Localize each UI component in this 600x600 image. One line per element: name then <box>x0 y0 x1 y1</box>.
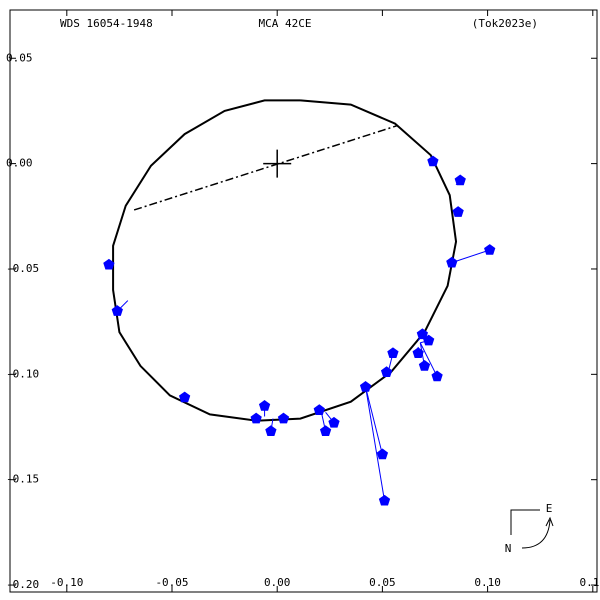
observation <box>378 494 391 506</box>
frame <box>9 9 598 593</box>
observation <box>328 416 340 428</box>
observation <box>387 347 399 359</box>
observation <box>446 256 458 268</box>
observation <box>258 400 271 411</box>
residual-line <box>365 386 385 501</box>
observation <box>178 391 191 403</box>
x-tick-label: -0.05 <box>155 576 188 589</box>
observation <box>416 328 429 340</box>
header-left: WDS 16054-1948 <box>60 17 153 30</box>
y-tick-label: -0.15 <box>6 473 39 486</box>
observation <box>423 334 435 346</box>
x-tick-label: 0.05 <box>369 576 396 589</box>
compass-arrowhead <box>545 516 554 527</box>
x-tick-label: 0.10 <box>474 576 501 589</box>
observation <box>250 412 262 424</box>
compass-axes <box>510 509 540 535</box>
observation <box>412 347 424 359</box>
primary-star <box>263 149 292 178</box>
observation <box>313 404 325 415</box>
observation <box>265 425 277 437</box>
x-tick-label: 0.15 <box>580 576 600 589</box>
node-line <box>133 124 398 211</box>
observation <box>452 206 464 217</box>
residual-line <box>419 342 438 377</box>
observation <box>454 174 466 186</box>
compass-east: E <box>546 502 553 515</box>
x-tick-label: -0.10 <box>50 576 83 589</box>
compass-north: N <box>505 542 512 555</box>
observation <box>431 370 443 382</box>
observation <box>111 305 123 316</box>
y-tick-label: -0.10 <box>6 367 39 380</box>
y-tick-label: -0.05 <box>6 262 39 275</box>
observation <box>427 155 439 167</box>
residual-line <box>365 386 383 455</box>
observation <box>418 359 431 371</box>
x-tick-label: 0.00 <box>264 576 291 589</box>
header-center: MCA 42CE <box>259 17 312 30</box>
y-tick-label: -0.20 <box>6 578 39 591</box>
y-tick-label: 0.00 <box>6 157 33 170</box>
y-tick-label: 0.05 <box>6 51 33 64</box>
observation <box>376 448 389 460</box>
observation <box>103 258 115 270</box>
observation <box>359 381 372 392</box>
observation <box>277 412 290 424</box>
observation <box>319 425 332 437</box>
residual-line <box>451 249 490 264</box>
observation <box>380 366 393 378</box>
observation <box>484 244 496 255</box>
header-right: (Tok2023e) <box>472 17 538 30</box>
orbit <box>112 99 458 422</box>
compass-arrow <box>521 519 551 549</box>
